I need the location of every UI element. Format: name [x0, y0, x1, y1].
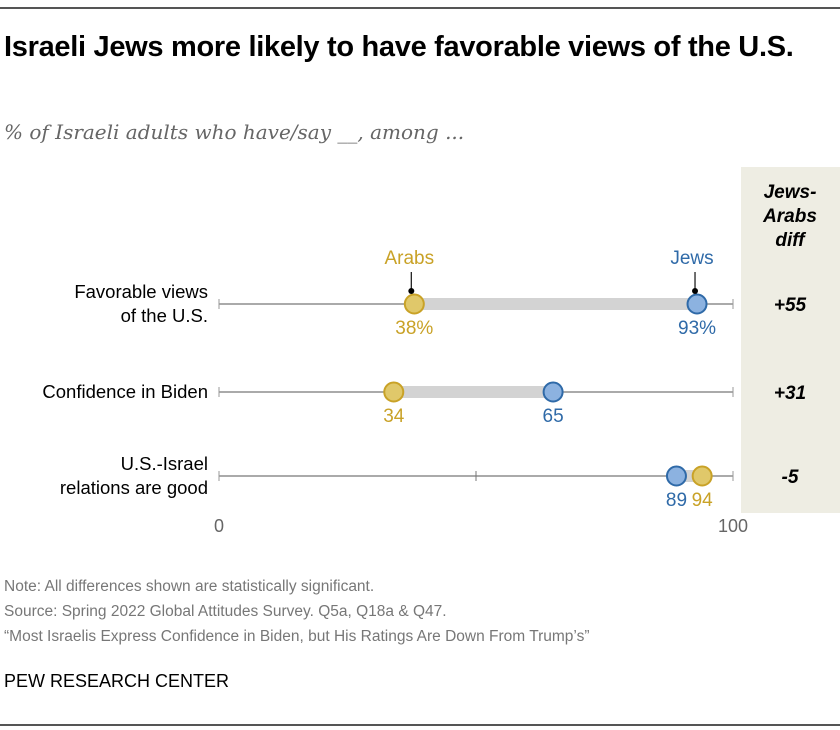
diff-header-line: diff	[775, 230, 806, 251]
chart-rows: Favorable views of the U.S. 38% 93% +55 Confi…	[42, 281, 806, 511]
footnote-note: Note: All differences shown are statisti…	[4, 578, 375, 595]
category-label: Favorable views	[74, 281, 208, 302]
category-label: relations are good	[60, 477, 208, 498]
jews-value-label: 65	[543, 406, 564, 427]
diff-column-header: Jews- Arabs diff	[762, 182, 817, 251]
jews-dot	[665, 465, 687, 487]
arabs-dot	[403, 293, 425, 315]
diff-value: +31	[774, 383, 806, 404]
diff-header-line: Arabs	[762, 206, 817, 227]
footnote-report-title: “Most Israelis Express Confidence in Bid…	[4, 628, 590, 645]
dot-plot-chart: Jews- Arabs diff Favorable views of the U.S…	[42, 167, 840, 536]
chart-row: Confidence in Biden 34 65 +31	[42, 381, 806, 427]
diff-value: +55	[774, 295, 807, 316]
jews-dot	[686, 293, 708, 315]
category-label: Confidence in Biden	[42, 381, 208, 402]
arabs-dot	[383, 381, 405, 403]
legend-arabs-leader-dot	[408, 288, 415, 294]
legend-arabs-label: Arabs	[384, 248, 434, 269]
category-label: of the U.S.	[121, 305, 208, 326]
bottom-rule	[0, 724, 840, 726]
chart-title: Israeli Jews more likely to have favorab…	[4, 31, 794, 63]
arabs-value-label: 38%	[395, 318, 433, 339]
legend-jews-leader-dot	[692, 288, 699, 294]
top-rule	[0, 7, 840, 9]
jews-dot	[542, 381, 564, 403]
chart-subtitle: % of Israeli adults who have/say __, amo…	[4, 120, 465, 144]
footnote-source: Source: Spring 2022 Global Attitudes Sur…	[4, 603, 447, 620]
inline-legend: Arabs Jews	[384, 248, 714, 294]
x-tick-label: 0	[214, 516, 224, 536]
diff-value: -5	[782, 467, 799, 488]
legend-jews-label: Jews	[670, 248, 713, 269]
diff-column-background	[741, 167, 840, 513]
arabs-value-label: 34	[383, 406, 405, 427]
jews-value-label: 89	[666, 490, 687, 511]
arabs-value-label: 94	[692, 490, 714, 511]
jews-value-label: 93%	[678, 318, 716, 339]
arabs-dot	[691, 465, 713, 487]
chart-row: Favorable views of the U.S. 38% 93% +55	[74, 281, 806, 339]
diff-header-line: Jews-	[764, 182, 817, 203]
pew-brand: PEW RESEARCH CENTER	[4, 671, 230, 691]
x-tick-label: 100	[718, 516, 748, 536]
x-axis: 0 100	[214, 516, 748, 536]
category-label: U.S.-Israel	[121, 453, 208, 474]
